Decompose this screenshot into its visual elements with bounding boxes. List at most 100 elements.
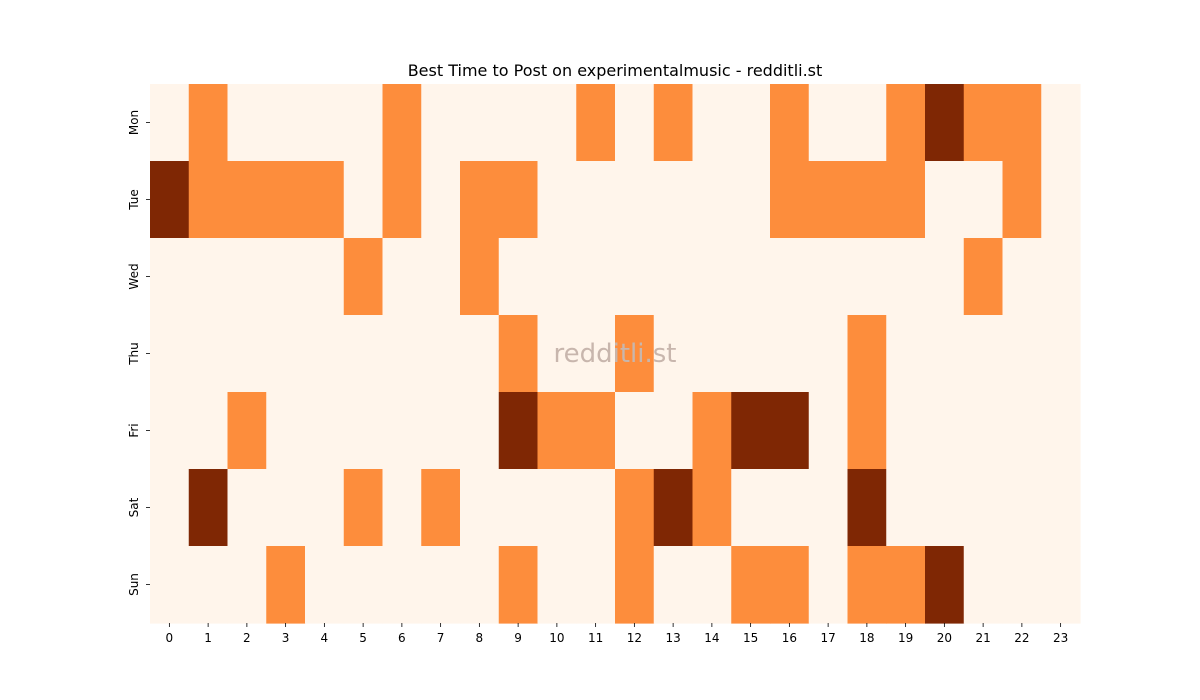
heatmap-cell-mon-23 — [1041, 84, 1081, 162]
heatmap-cell-wed-8 — [460, 238, 500, 316]
heatmap-cell-tue-21 — [963, 161, 1004, 239]
heatmap-cell-sun-4 — [305, 546, 345, 624]
heatmap-cell-mon-8 — [460, 84, 500, 162]
chart-title: Best Time to Post on experimentalmusic -… — [408, 61, 823, 80]
x-tick-label: 16 — [782, 631, 797, 645]
x-tick-label: 0 — [166, 631, 174, 645]
heatmap-cell-tue-7 — [421, 161, 461, 239]
heatmap-cell-sat-21 — [963, 469, 1004, 547]
y-tick-label: Sat — [127, 497, 141, 517]
heatmap-cell-sun-3 — [266, 546, 306, 624]
heatmap-cell-fri-21 — [963, 392, 1004, 470]
heatmap-cell-fri-12 — [615, 392, 655, 470]
x-tick-label: 12 — [627, 631, 642, 645]
heatmap-cell-thu-8 — [460, 315, 500, 393]
x-tick-label: 9 — [514, 631, 522, 645]
heatmap-cell-sat-0 — [150, 469, 190, 547]
heatmap-cell-fri-22 — [1002, 392, 1042, 470]
x-tick-label: 14 — [704, 631, 719, 645]
heatmap-cell-mon-10 — [537, 84, 577, 162]
y-tick-label: Thu — [127, 342, 141, 366]
heatmap-cell-thu-22 — [1002, 315, 1042, 393]
heatmap-cell-wed-1 — [188, 238, 229, 316]
heatmap-cell-fri-13 — [653, 392, 694, 470]
x-tick-label: 15 — [743, 631, 758, 645]
heatmap-cell-mon-9 — [498, 84, 539, 162]
heatmap-cell-sun-14 — [692, 546, 732, 624]
heatmap-cell-thu-11 — [576, 315, 616, 393]
heatmap-cell-sat-18 — [847, 469, 887, 547]
heatmap-cell-wed-13 — [653, 238, 694, 316]
heatmap-cell-sat-3 — [266, 469, 306, 547]
x-tick-label: 21 — [975, 631, 990, 645]
heatmap-cell-wed-5 — [343, 238, 384, 316]
heatmap-cell-fri-9 — [498, 392, 539, 470]
heatmap-cell-sat-17 — [808, 469, 849, 547]
x-tick-label: 11 — [588, 631, 603, 645]
heatmap-cell-mon-13 — [653, 84, 694, 162]
heatmap-cell-wed-14 — [692, 238, 732, 316]
heatmap-cell-sat-20 — [925, 469, 965, 547]
x-tick-label: 20 — [937, 631, 952, 645]
heatmap-cell-wed-10 — [537, 238, 577, 316]
heatmap-cell-tue-9 — [498, 161, 539, 239]
heatmap-cell-thu-0 — [150, 315, 190, 393]
heatmap-cell-mon-2 — [227, 84, 267, 162]
heatmap-cell-sun-17 — [808, 546, 849, 624]
heatmap-cell-mon-18 — [847, 84, 887, 162]
heatmap-cell-fri-5 — [343, 392, 384, 470]
heatmap-cell-sun-21 — [963, 546, 1004, 624]
heatmap-cell-sun-7 — [421, 546, 461, 624]
heatmap-cell-wed-3 — [266, 238, 306, 316]
heatmap-cell-sat-15 — [731, 469, 771, 547]
heatmap-cell-mon-20 — [925, 84, 965, 162]
heatmap-cell-sun-15 — [731, 546, 771, 624]
heatmap-cell-sun-22 — [1002, 546, 1042, 624]
heatmap-cell-thu-14 — [692, 315, 732, 393]
heatmap-cell-fri-10 — [537, 392, 577, 470]
x-tick-label: 6 — [398, 631, 406, 645]
heatmap-cell-wed-9 — [498, 238, 539, 316]
heatmap-cell-mon-4 — [305, 84, 345, 162]
heatmap-cell-tue-22 — [1002, 161, 1042, 239]
x-tick-label: 7 — [437, 631, 445, 645]
heatmap-cell-thu-7 — [421, 315, 461, 393]
heatmap-cell-mon-15 — [731, 84, 771, 162]
heatmap-cell-sun-16 — [770, 546, 810, 624]
heatmap-cell-sun-20 — [925, 546, 965, 624]
heatmap-cell-sat-8 — [460, 469, 500, 547]
heatmap-cell-sun-11 — [576, 546, 616, 624]
x-axis: 0 1 2 3 4 5 6 7 8 9 10 11 12 13 14 15 16 17 18 19 20 21 22 23 — [166, 623, 1068, 645]
heatmap-cell-wed-12 — [615, 238, 655, 316]
heatmap-cell-fri-15 — [731, 392, 771, 470]
x-tick-label: 5 — [359, 631, 367, 645]
heatmap-cell-tue-0 — [150, 161, 190, 239]
heatmap-cell-thu-20 — [925, 315, 965, 393]
heatmap-cell-thu-5 — [343, 315, 384, 393]
heatmap-cell-sat-14 — [692, 469, 732, 547]
heatmap-cell-sat-19 — [886, 469, 926, 547]
x-tick-label: 17 — [820, 631, 835, 645]
x-tick-label: 10 — [549, 631, 564, 645]
heatmap-cell-sat-12 — [615, 469, 655, 547]
heatmap-cell-sun-6 — [382, 546, 422, 624]
heatmap-cell-thu-21 — [963, 315, 1004, 393]
heatmap-cell-mon-16 — [770, 84, 810, 162]
heatmap-cell-tue-23 — [1041, 161, 1081, 239]
heatmap-cell-mon-1 — [188, 84, 229, 162]
heatmap-cell-tue-4 — [305, 161, 345, 239]
heatmap-cell-fri-14 — [692, 392, 732, 470]
heatmap-cell-tue-2 — [227, 161, 267, 239]
heatmap-cell-thu-15 — [731, 315, 771, 393]
heatmap-cell-wed-6 — [382, 238, 422, 316]
heatmap-cell-thu-10 — [537, 315, 577, 393]
heatmap-cell-fri-20 — [925, 392, 965, 470]
heatmap-cell-mon-17 — [808, 84, 849, 162]
heatmap-cell-sat-1 — [188, 469, 229, 547]
heatmap-cell-mon-11 — [576, 84, 616, 162]
heatmap-cell-fri-6 — [382, 392, 422, 470]
heatmap-cell-thu-9 — [498, 315, 539, 393]
y-tick-label: Mon — [127, 110, 141, 135]
heatmap-cell-fri-1 — [188, 392, 229, 470]
heatmap-cell-wed-20 — [925, 238, 965, 316]
